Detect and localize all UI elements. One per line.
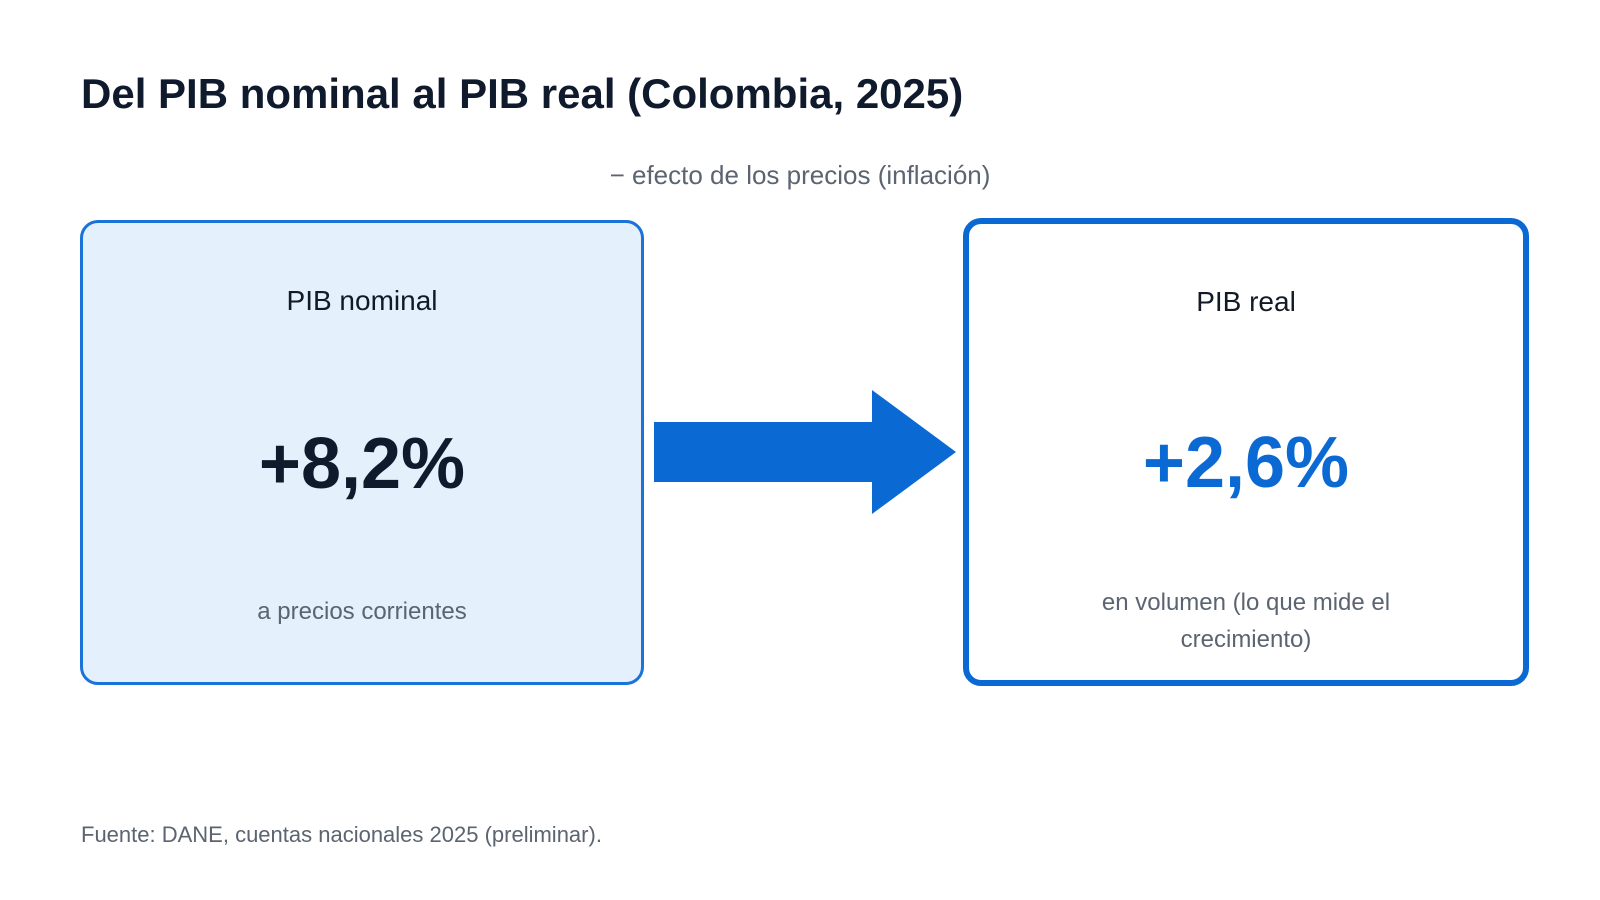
nominal-gdp-box: PIB nominal +8,2% a precios corrientes xyxy=(80,220,644,685)
transition-caption: − efecto de los precios (inflación) xyxy=(609,160,991,190)
real-gdp-value: +2,6% xyxy=(1142,423,1350,503)
real-gdp-label: PIB real xyxy=(1196,286,1296,317)
real-gdp-box: PIB real +2,6% en volumen (lo que mide e… xyxy=(963,218,1529,686)
real-gdp-note: en volumen (lo que mide el crecimiento) xyxy=(1101,589,1391,653)
page-title: Del PIB nominal al PIB real (Colombia, 2… xyxy=(81,70,964,117)
source-note: Fuente: DANE, cuentas nacionales 2025 (p… xyxy=(81,822,602,847)
nominal-gdp-note: a precios corrientes xyxy=(257,598,467,625)
nominal-gdp-value: +8,2% xyxy=(258,424,466,504)
right-arrow-icon xyxy=(654,390,956,514)
nominal-gdp-label: PIB nominal xyxy=(286,285,438,316)
